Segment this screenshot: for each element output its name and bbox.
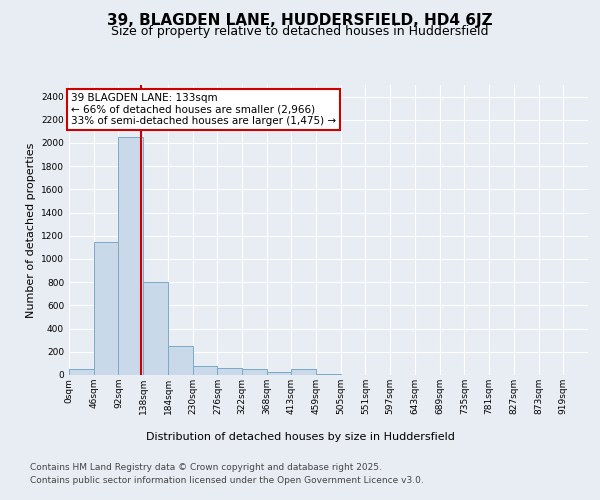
Bar bbox=[69, 369, 94, 375]
Bar bbox=[291, 369, 316, 375]
Y-axis label: Number of detached properties: Number of detached properties bbox=[26, 142, 35, 318]
Bar bbox=[118, 137, 143, 375]
Text: 39 BLAGDEN LANE: 133sqm
← 66% of detached houses are smaller (2,966)
33% of semi: 39 BLAGDEN LANE: 133sqm ← 66% of detache… bbox=[71, 93, 336, 126]
Bar bbox=[316, 374, 341, 375]
Bar bbox=[168, 346, 193, 375]
Bar bbox=[193, 366, 217, 375]
Bar bbox=[143, 282, 168, 375]
Bar bbox=[217, 368, 242, 375]
Text: 39, BLAGDEN LANE, HUDDERSFIELD, HD4 6JZ: 39, BLAGDEN LANE, HUDDERSFIELD, HD4 6JZ bbox=[107, 12, 493, 28]
Text: Contains public sector information licensed under the Open Government Licence v3: Contains public sector information licen… bbox=[30, 476, 424, 485]
Text: Distribution of detached houses by size in Huddersfield: Distribution of detached houses by size … bbox=[146, 432, 454, 442]
Bar bbox=[94, 242, 118, 375]
Bar bbox=[242, 369, 267, 375]
Text: Contains HM Land Registry data © Crown copyright and database right 2025.: Contains HM Land Registry data © Crown c… bbox=[30, 464, 382, 472]
Text: Size of property relative to detached houses in Huddersfield: Size of property relative to detached ho… bbox=[111, 25, 489, 38]
Bar bbox=[267, 372, 292, 375]
